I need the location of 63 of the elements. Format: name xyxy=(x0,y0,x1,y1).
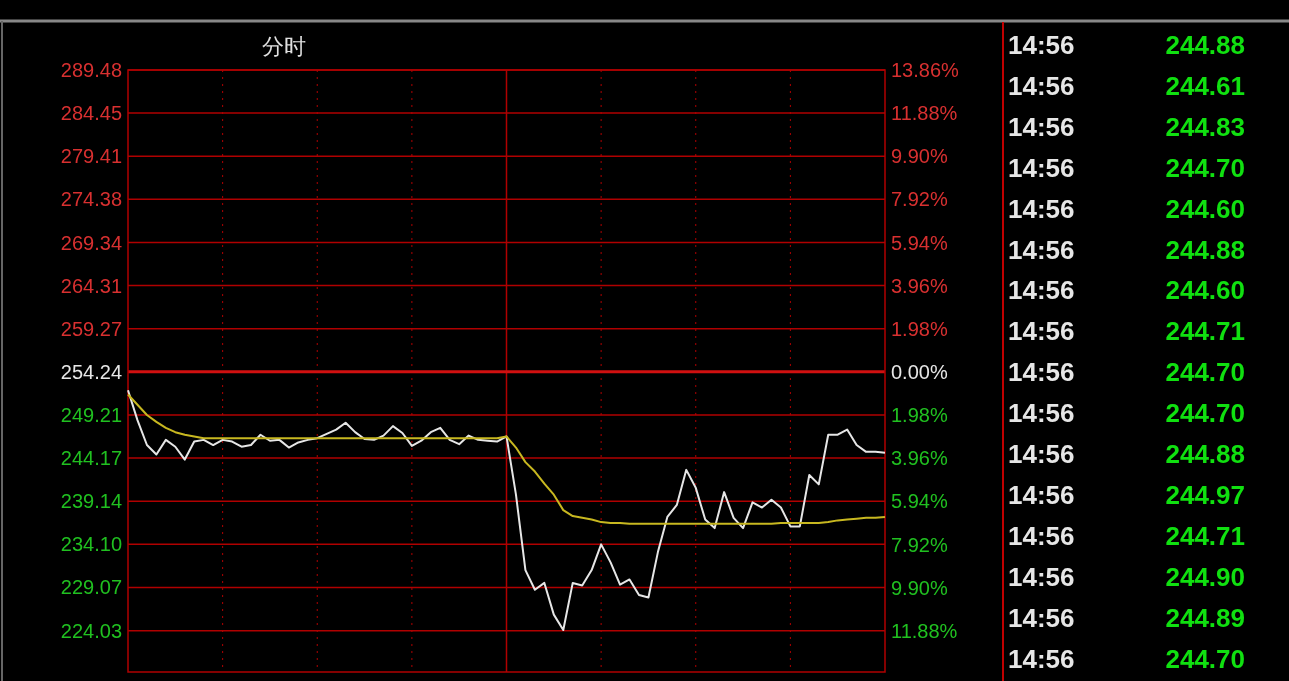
y2-tick-label: 5.94% xyxy=(891,490,948,513)
text: 14:56 xyxy=(1008,479,1075,510)
text: 244.88 xyxy=(1165,234,1245,265)
text: 244.70 xyxy=(1165,643,1245,674)
text: 244.90 xyxy=(1165,561,1245,592)
text: 244.71 xyxy=(1165,316,1245,347)
y2-tick-label: 11.88% xyxy=(891,619,958,642)
y2-tick-label: 11.88% xyxy=(891,102,958,125)
text: 14:56 xyxy=(1008,234,1075,265)
text: 244.70 xyxy=(1165,152,1245,183)
y-tick-label: 254.24 xyxy=(60,360,122,383)
y2-tick-label: 5.94% xyxy=(891,231,948,254)
text: 14:56 xyxy=(1008,70,1075,101)
y2-tick-label: 9.90% xyxy=(891,576,948,599)
y2-tick-label: 1.98% xyxy=(891,404,948,427)
text: 244.70 xyxy=(1165,398,1245,429)
text: 244.88 xyxy=(1165,30,1245,60)
text: 244.89 xyxy=(1165,602,1245,633)
y-tick-label: 269.34 xyxy=(60,231,122,254)
y-tick-label: 234.10 xyxy=(60,533,122,556)
text: 244.88 xyxy=(1165,439,1245,469)
text: 244.60 xyxy=(1165,193,1245,224)
y2-tick-label: 0.00% xyxy=(891,360,948,383)
text: 14:56 xyxy=(1008,602,1075,633)
y2-tick-label: 1.98% xyxy=(891,317,948,340)
y2-tick-label: 3.96% xyxy=(891,274,948,297)
text: 14:56 xyxy=(1008,561,1075,592)
y-tick-label: 279.41 xyxy=(60,145,122,168)
y-tick-label: 274.38 xyxy=(60,188,122,211)
y-tick-label: 239.14 xyxy=(60,490,122,513)
text: 14:56 xyxy=(1008,193,1075,224)
y-tick-label: 244.17 xyxy=(60,447,122,470)
y2-tick-label: 13.86% xyxy=(891,59,960,81)
text: 244.83 xyxy=(1165,111,1245,142)
text: 14:56 xyxy=(1008,520,1075,551)
text: 14:56 xyxy=(1008,152,1075,183)
text: 244.97 xyxy=(1165,479,1245,510)
y-tick-label: 224.03 xyxy=(60,619,122,642)
y-tick-label: 229.07 xyxy=(60,576,122,599)
y2-tick-label: 7.92% xyxy=(891,188,948,211)
text: 244.71 xyxy=(1165,520,1245,551)
y2-tick-label: 9.90% xyxy=(891,145,948,168)
chart-title: 分时 xyxy=(262,34,306,59)
y-tick-label: 264.31 xyxy=(60,274,122,297)
text: 14:56 xyxy=(1008,275,1075,306)
line-series xyxy=(127,389,886,632)
y-tick-label: 284.45 xyxy=(60,102,122,125)
text: 14:56 xyxy=(1008,30,1075,60)
y2-tick-label: 3.96% xyxy=(891,447,948,470)
text: 14:56 xyxy=(1008,439,1075,469)
y-tick-label: 249.21 xyxy=(60,403,122,426)
text: 14:56 xyxy=(1008,398,1075,429)
text: 14:56 xyxy=(1008,643,1075,674)
text: 244.70 xyxy=(1165,357,1245,388)
line-series xyxy=(127,393,886,525)
y-tick-label: 259.27 xyxy=(60,317,122,340)
text: 14:56 xyxy=(1008,111,1075,142)
text: 14:56 xyxy=(1008,357,1075,388)
y-tick-label: 289.48 xyxy=(60,59,122,81)
y2-tick-label: 7.92% xyxy=(891,533,948,556)
text: 244.61 xyxy=(1165,70,1245,101)
text: 244.60 xyxy=(1165,275,1245,306)
text: 14:56 xyxy=(1008,316,1075,347)
